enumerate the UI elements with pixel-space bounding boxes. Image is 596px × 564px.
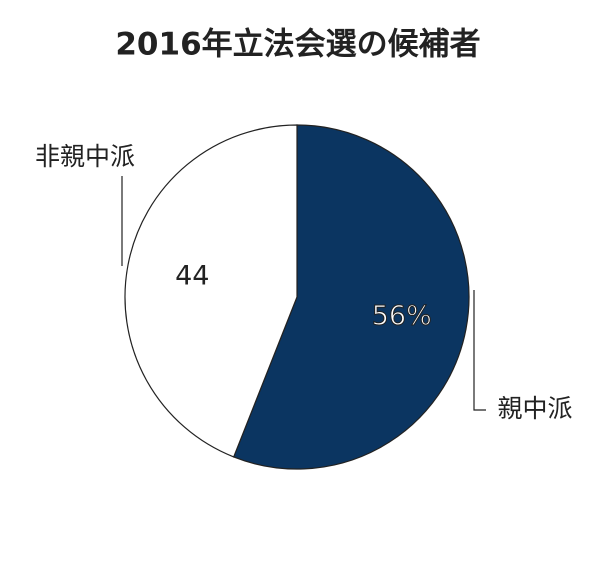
value-label: 44 — [175, 261, 209, 292]
pie-slice — [232, 124, 470, 470]
pie-slice — [124, 124, 298, 458]
chart-title: 2016年立法会選の候補者 — [115, 27, 480, 63]
category-label: 親中派 — [497, 394, 572, 423]
leader-line — [473, 290, 486, 411]
value-label: 56% — [372, 300, 432, 331]
category-label: 非親中派 — [35, 142, 135, 171]
